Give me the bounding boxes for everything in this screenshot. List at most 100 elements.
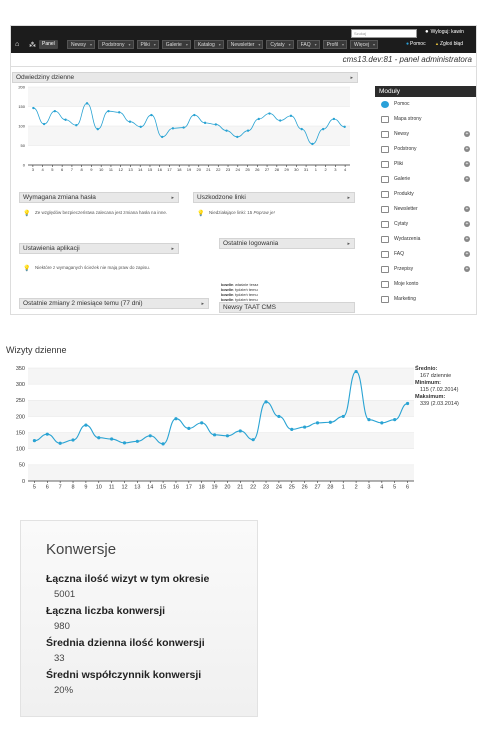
data-point[interactable]: [32, 439, 37, 443]
password-box-header[interactable]: Wymagana zmiana hasła ▸: [19, 192, 179, 203]
module-item-6[interactable]: Produkty: [375, 187, 476, 202]
nav-menu-3[interactable]: Galerie: [161, 40, 191, 49]
data-point[interactable]: [75, 124, 78, 127]
module-item-12[interactable]: Moje konto: [375, 277, 476, 292]
nav-menu-5[interactable]: Newsletter: [226, 40, 264, 49]
module-item-9[interactable]: Wydarzenia +: [375, 232, 476, 247]
data-point[interactable]: [225, 434, 230, 438]
data-point[interactable]: [321, 127, 325, 131]
data-point[interactable]: [161, 442, 165, 446]
data-point[interactable]: [315, 421, 320, 425]
module-item-7[interactable]: Newsletter +: [375, 202, 476, 217]
data-point[interactable]: [160, 135, 164, 139]
broken-links-header[interactable]: Uszkodzone linki ▸: [193, 192, 355, 203]
data-point[interactable]: [200, 421, 204, 425]
collapse-arrow-icon[interactable]: ▸: [171, 246, 174, 252]
data-point[interactable]: [303, 425, 307, 429]
data-point[interactable]: [367, 418, 371, 422]
recent-logins-header[interactable]: Ostatnie logowania ▸: [219, 238, 355, 249]
nav-menu-8[interactable]: Profil: [322, 40, 348, 49]
collapse-arrow-icon[interactable]: ▸: [347, 195, 350, 201]
data-point[interactable]: [64, 118, 67, 121]
collapse-arrow-icon[interactable]: ▸: [350, 75, 353, 81]
module-item-0[interactable]: Pomoc: [375, 97, 476, 112]
add-icon[interactable]: +: [464, 221, 470, 227]
data-point[interactable]: [139, 125, 142, 128]
data-point[interactable]: [212, 433, 217, 437]
data-point[interactable]: [174, 417, 178, 421]
panel-button[interactable]: Panel: [39, 40, 58, 49]
module-item-2[interactable]: Newsy +: [375, 127, 476, 142]
data-point[interactable]: [122, 441, 127, 445]
data-point[interactable]: [332, 117, 336, 121]
data-point[interactable]: [341, 414, 345, 419]
settings-box-header[interactable]: Ustawienia aplikacji ▸: [19, 243, 179, 254]
search-input[interactable]: Szukaj: [351, 29, 417, 38]
module-item-3[interactable]: Podstrony +: [375, 142, 476, 157]
data-point[interactable]: [110, 437, 114, 441]
data-point[interactable]: [289, 114, 293, 118]
module-item-5[interactable]: Galerie +: [375, 172, 476, 187]
data-point[interactable]: [71, 438, 75, 442]
data-point[interactable]: [84, 423, 88, 427]
data-point[interactable]: [42, 122, 46, 126]
collapse-arrow-icon[interactable]: ▸: [171, 195, 174, 201]
data-point[interactable]: [135, 439, 139, 443]
data-point[interactable]: [328, 420, 332, 424]
home-icon[interactable]: ⌂: [15, 41, 20, 48]
add-icon[interactable]: +: [464, 161, 470, 167]
data-point[interactable]: [393, 418, 397, 422]
data-point[interactable]: [290, 427, 294, 431]
add-icon[interactable]: +: [464, 266, 470, 272]
data-point[interactable]: [257, 117, 260, 121]
add-icon[interactable]: +: [464, 176, 470, 182]
data-point[interactable]: [193, 113, 196, 117]
nav-menu-1[interactable]: Podstrony: [98, 40, 134, 49]
data-point[interactable]: [171, 127, 175, 130]
data-point[interactable]: [354, 369, 358, 374]
module-item-10[interactable]: FAQ +: [375, 247, 476, 262]
data-point[interactable]: [405, 401, 410, 406]
data-point[interactable]: [300, 127, 303, 131]
taat-news-header[interactable]: Newsy TAAT CMS: [219, 302, 355, 313]
fix-links-link[interactable]: Popraw je!: [253, 210, 275, 215]
data-point[interactable]: [58, 441, 62, 445]
module-item-4[interactable]: Pliki +: [375, 157, 476, 172]
nav-menu-7[interactable]: FAQ: [296, 40, 320, 49]
module-item-13[interactable]: Marketing: [375, 292, 476, 307]
data-point[interactable]: [238, 429, 242, 433]
recent-changes-header[interactable]: Ostatnie zmiany 2 miesiące temu (77 dni)…: [19, 298, 209, 309]
data-point[interactable]: [148, 434, 152, 438]
daily-visits-header[interactable]: Odwiedziny dzienne ▸: [12, 72, 358, 83]
data-point[interactable]: [203, 121, 207, 125]
data-point[interactable]: [128, 120, 132, 123]
data-point[interactable]: [85, 102, 89, 105]
data-point[interactable]: [53, 109, 57, 113]
nav-menu-6[interactable]: Cytaty: [266, 40, 294, 49]
module-item-11[interactable]: Przepisy +: [375, 262, 476, 277]
data-point[interactable]: [214, 123, 218, 126]
data-point[interactable]: [182, 126, 185, 129]
help-link[interactable]: Pomoc: [406, 41, 426, 47]
module-item-1[interactable]: Mapa strony: [375, 112, 476, 127]
data-point[interactable]: [251, 438, 255, 442]
data-point[interactable]: [225, 129, 228, 132]
data-point[interactable]: [246, 129, 250, 132]
data-point[interactable]: [96, 127, 99, 131]
data-point[interactable]: [97, 436, 101, 440]
collapse-arrow-icon[interactable]: ▸: [347, 241, 350, 247]
sitemap-icon[interactable]: ⁂: [29, 42, 36, 49]
add-icon[interactable]: +: [464, 206, 470, 212]
add-icon[interactable]: +: [464, 146, 470, 152]
data-point[interactable]: [45, 432, 49, 436]
nav-menu-9[interactable]: Więcej: [350, 40, 379, 49]
add-icon[interactable]: +: [464, 236, 470, 242]
data-point[interactable]: [277, 414, 281, 419]
nav-menu-4[interactable]: Katalog: [193, 40, 224, 49]
nav-menu-0[interactable]: Newsy: [67, 40, 96, 49]
report-bug-link[interactable]: Zgłoś błąd: [435, 41, 463, 47]
data-point[interactable]: [32, 106, 35, 110]
data-point[interactable]: [380, 421, 384, 425]
data-point[interactable]: [311, 142, 314, 146]
add-icon[interactable]: +: [464, 251, 470, 257]
